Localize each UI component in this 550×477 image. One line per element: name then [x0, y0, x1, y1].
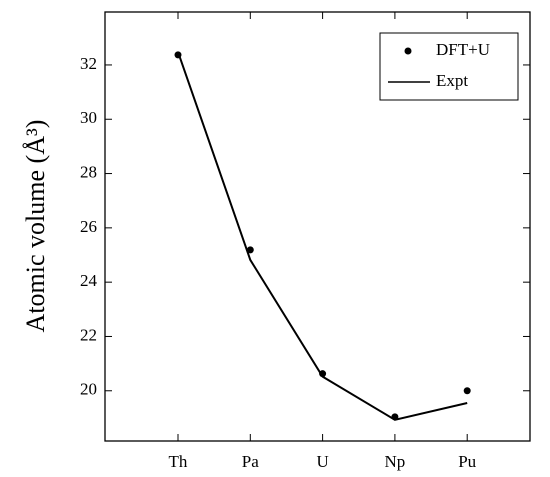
- y-tick-label: 24: [80, 271, 98, 290]
- x-tick-label: U: [316, 452, 328, 471]
- legend-label: DFT+U: [436, 40, 490, 59]
- data-point: [463, 387, 471, 395]
- y-tick-label: 26: [80, 217, 97, 236]
- x-tick-label: Th: [169, 452, 188, 471]
- data-line: [177, 51, 468, 421]
- x-tick-label: Pa: [242, 452, 259, 471]
- y-axis-label: Atomic volume (Å³): [21, 120, 50, 333]
- plot-frame: [104, 11, 531, 442]
- y-tick-label: 20: [80, 380, 97, 399]
- x-tick-label: Np: [385, 452, 406, 471]
- x-tick-label: Pu: [458, 452, 476, 471]
- y-tick-label: 22: [80, 325, 97, 344]
- legend-label: Expt: [436, 71, 468, 90]
- data-point: [246, 246, 254, 254]
- legend-marker: [404, 47, 412, 55]
- legend-box: [379, 32, 519, 101]
- y-tick-label: 30: [80, 108, 97, 127]
- y-tick-label: 32: [80, 54, 97, 73]
- y-tick-label: 28: [80, 162, 97, 181]
